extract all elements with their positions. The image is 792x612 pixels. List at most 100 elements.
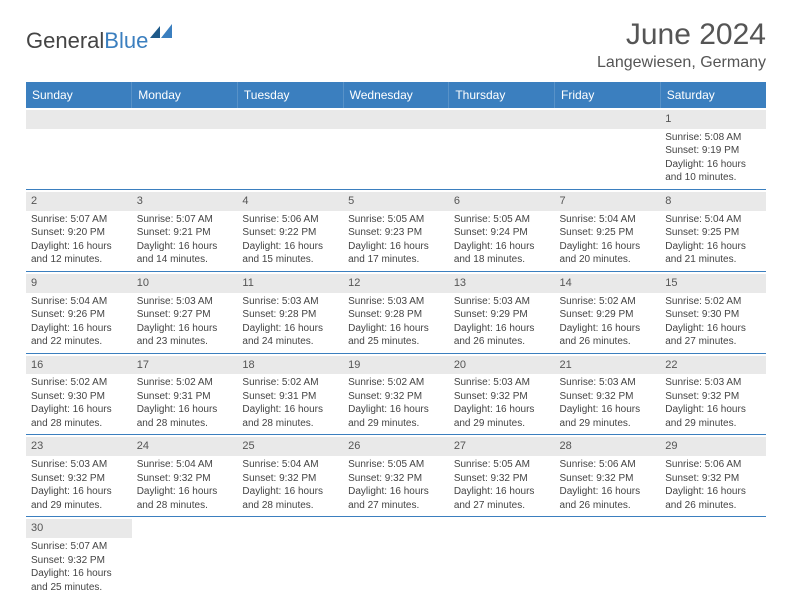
weekday-header: Friday [555,82,661,108]
day-cell [555,517,661,598]
day-cell [449,108,555,189]
daylight-line-2: and 17 minutes. [348,253,444,267]
daylight-line-1: Daylight: 16 hours [665,403,761,417]
day-cell: 8Sunrise: 5:04 AMSunset: 9:25 PMDaylight… [660,189,766,271]
sunrise-line: Sunrise: 5:02 AM [348,376,444,390]
sunset-line: Sunset: 9:30 PM [665,308,761,322]
day-cell [343,517,449,598]
day-number: 14 [555,274,661,293]
empty-daynum [555,110,661,129]
sunset-line: Sunset: 9:31 PM [242,390,338,404]
daylight-line-1: Daylight: 16 hours [242,485,338,499]
day-number: 15 [660,274,766,293]
sunset-line: Sunset: 9:24 PM [454,226,550,240]
sunrise-line: Sunrise: 5:02 AM [31,376,127,390]
daylight-line-1: Daylight: 16 hours [665,158,761,172]
day-cell [343,108,449,189]
day-number: 5 [343,192,449,211]
day-cell: 14Sunrise: 5:02 AMSunset: 9:29 PMDayligh… [555,271,661,353]
day-number: 24 [132,437,238,456]
sunrise-line: Sunrise: 5:06 AM [665,458,761,472]
sunrise-line: Sunrise: 5:07 AM [31,540,127,554]
sunrise-line: Sunrise: 5:03 AM [665,376,761,390]
day-number: 23 [26,437,132,456]
sunrise-line: Sunrise: 5:02 AM [560,295,656,309]
weekday-header: Thursday [449,82,555,108]
day-cell: 19Sunrise: 5:02 AMSunset: 9:32 PMDayligh… [343,353,449,435]
sunset-line: Sunset: 9:32 PM [454,390,550,404]
day-cell: 28Sunrise: 5:06 AMSunset: 9:32 PMDayligh… [555,435,661,517]
daylight-line-1: Daylight: 16 hours [560,485,656,499]
weekday-header: Saturday [660,82,766,108]
day-number: 8 [660,192,766,211]
header: GeneralBlue June 2024 Langewiesen, Germa… [26,18,766,72]
sunset-line: Sunset: 9:28 PM [348,308,444,322]
daylight-line-2: and 21 minutes. [665,253,761,267]
daylight-line-2: and 25 minutes. [348,335,444,349]
sunrise-line: Sunrise: 5:03 AM [31,458,127,472]
daylight-line-2: and 26 minutes. [560,499,656,513]
day-number: 18 [237,356,343,375]
sunrise-line: Sunrise: 5:02 AM [137,376,233,390]
day-number: 25 [237,437,343,456]
daylight-line-2: and 29 minutes. [665,417,761,431]
day-cell: 2Sunrise: 5:07 AMSunset: 9:20 PMDaylight… [26,189,132,271]
day-number: 20 [449,356,555,375]
daylight-line-2: and 28 minutes. [31,417,127,431]
day-number: 3 [132,192,238,211]
day-cell: 30Sunrise: 5:07 AMSunset: 9:32 PMDayligh… [26,517,132,598]
daylight-line-1: Daylight: 16 hours [31,403,127,417]
daylight-line-2: and 28 minutes. [242,417,338,431]
day-cell: 26Sunrise: 5:05 AMSunset: 9:32 PMDayligh… [343,435,449,517]
day-number: 1 [660,110,766,129]
daylight-line-2: and 24 minutes. [242,335,338,349]
day-number: 26 [343,437,449,456]
daylight-line-1: Daylight: 16 hours [665,322,761,336]
day-cell: 6Sunrise: 5:05 AMSunset: 9:24 PMDaylight… [449,189,555,271]
daylight-line-1: Daylight: 16 hours [242,322,338,336]
day-cell: 29Sunrise: 5:06 AMSunset: 9:32 PMDayligh… [660,435,766,517]
daylight-line-2: and 29 minutes. [560,417,656,431]
empty-daynum [132,110,238,129]
sunrise-line: Sunrise: 5:07 AM [137,213,233,227]
sunset-line: Sunset: 9:32 PM [665,390,761,404]
sunrise-line: Sunrise: 5:03 AM [242,295,338,309]
month-title: June 2024 [597,18,766,52]
daylight-line-1: Daylight: 16 hours [560,403,656,417]
sunrise-line: Sunrise: 5:05 AM [348,458,444,472]
day-cell [449,517,555,598]
sunrise-line: Sunrise: 5:03 AM [348,295,444,309]
day-number: 13 [449,274,555,293]
weekday-header: Monday [132,82,238,108]
sunrise-line: Sunrise: 5:08 AM [665,131,761,145]
sunrise-line: Sunrise: 5:03 AM [560,376,656,390]
day-cell: 27Sunrise: 5:05 AMSunset: 9:32 PMDayligh… [449,435,555,517]
day-cell: 3Sunrise: 5:07 AMSunset: 9:21 PMDaylight… [132,189,238,271]
daylight-line-1: Daylight: 16 hours [560,240,656,254]
sunrise-line: Sunrise: 5:04 AM [665,213,761,227]
sunrise-line: Sunrise: 5:06 AM [560,458,656,472]
daylight-line-1: Daylight: 16 hours [242,240,338,254]
sunset-line: Sunset: 9:32 PM [31,472,127,486]
daylight-line-2: and 14 minutes. [137,253,233,267]
sunset-line: Sunset: 9:26 PM [31,308,127,322]
daylight-line-2: and 18 minutes. [454,253,550,267]
daylight-line-1: Daylight: 16 hours [137,322,233,336]
empty-daynum [26,110,132,129]
sunset-line: Sunset: 9:27 PM [137,308,233,322]
sunrise-line: Sunrise: 5:06 AM [242,213,338,227]
daylight-line-2: and 22 minutes. [31,335,127,349]
day-number: 6 [449,192,555,211]
sunset-line: Sunset: 9:32 PM [31,554,127,568]
daylight-line-2: and 12 minutes. [31,253,127,267]
brand-part2: Blue [104,28,148,53]
daylight-line-1: Daylight: 16 hours [665,240,761,254]
day-number: 27 [449,437,555,456]
brand-logo: GeneralBlue [26,24,176,57]
sunrise-line: Sunrise: 5:07 AM [31,213,127,227]
sunrise-line: Sunrise: 5:04 AM [31,295,127,309]
empty-daynum [237,110,343,129]
sunset-line: Sunset: 9:30 PM [31,390,127,404]
daylight-line-2: and 26 minutes. [665,499,761,513]
brand-part1: General [26,28,104,53]
